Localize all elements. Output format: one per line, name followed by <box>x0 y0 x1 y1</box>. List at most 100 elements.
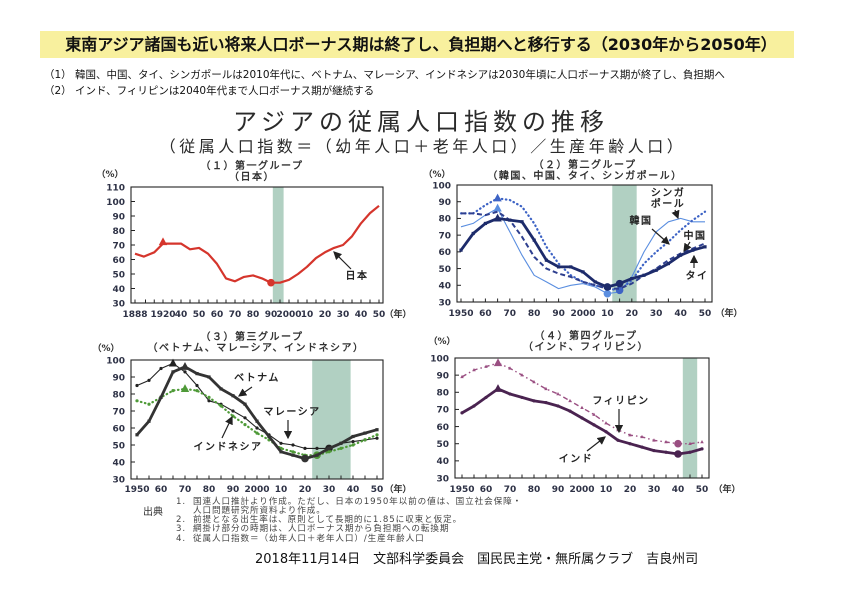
chart-title: （１）第一グループ <box>201 159 304 172</box>
y-tick-label: 80 <box>436 389 449 399</box>
series-line-thailand <box>459 216 706 289</box>
highlight-marker-indonesia <box>180 384 190 392</box>
data-point-india <box>688 450 692 454</box>
data-point-vietnam <box>375 428 379 432</box>
x-tick-label: 20 <box>319 310 332 320</box>
data-point-india <box>604 430 608 434</box>
figure-title: アジアの従属人口指数の推移 <box>232 108 610 136</box>
source-item-number: 2. <box>176 515 186 525</box>
data-point-vietnam <box>195 372 199 376</box>
y-tick-label: 90 <box>436 371 449 381</box>
data-point-malaysia <box>303 446 307 450</box>
source-item-text: 網掛け部分の時期は、人口ボーナス期から負担期への転換期 <box>193 524 450 534</box>
highlight-marker-thailand <box>493 213 502 222</box>
data-point-indonesia <box>135 399 139 403</box>
y-tick-label: 100 <box>430 354 449 364</box>
data-point-malaysia <box>375 436 379 440</box>
data-point-philippines <box>520 373 524 377</box>
source-label: 出典 <box>143 507 163 518</box>
data-point-vietnam <box>219 387 223 391</box>
data-point-thailand <box>483 221 487 226</box>
x-tick-label: 50 <box>696 485 709 495</box>
shaded-transition-period <box>312 360 351 479</box>
data-point-indonesia <box>339 446 343 450</box>
annotation-arrow-india <box>586 436 606 452</box>
x-tick-label: 90 <box>552 485 565 495</box>
series-line-japan <box>134 204 380 284</box>
series-line-philippines <box>461 362 703 445</box>
x-tick-label: 10 <box>301 310 314 320</box>
source-item-text: 国連人口推計より作成。ただし、日本の1950年以前の値は、国立社会保障・ <box>193 497 523 507</box>
x-tick-label: 80 <box>528 485 541 495</box>
x-tick-label: 1950 <box>449 485 474 495</box>
source-item-text: 従属人口指数＝（幼年人口＋老年人口）/生産年齢人口 <box>193 534 425 544</box>
data-point-india <box>664 450 668 454</box>
data-point-vietnam <box>159 395 163 399</box>
data-point-thailand <box>532 238 536 242</box>
data-point-indonesia <box>291 450 295 454</box>
data-point-india <box>652 448 656 453</box>
source-item-text: 人口問題研究所資料より作成。 <box>193 506 326 516</box>
x-tick-label: 1888 <box>122 310 147 320</box>
x-tick-label: 90 <box>552 309 565 319</box>
data-point-india <box>508 392 512 396</box>
data-point-india <box>556 404 560 408</box>
data-point-indonesia <box>255 431 259 435</box>
y-tick-label: 40 <box>438 282 451 292</box>
x-tick-label: 70 <box>504 309 517 319</box>
footer-attribution: 2018年11月14日 文部科学委員会 国民民主党・無所属クラブ 吉良州司 <box>255 552 699 567</box>
data-point-indonesia <box>219 404 223 408</box>
data-point-malaysia <box>207 399 211 403</box>
x-tick-label: 1950 <box>124 485 149 495</box>
data-point-indonesia <box>351 443 355 447</box>
y-axis-unit-label: （%） <box>96 169 123 180</box>
shaded-transition-period <box>682 358 698 478</box>
data-point-thailand <box>581 270 585 274</box>
data-point-vietnam <box>171 370 175 374</box>
data-point-thailand <box>557 265 561 269</box>
data-point-thailand <box>569 265 573 269</box>
y-tick-label: 40 <box>436 457 449 467</box>
data-point-thailand <box>471 231 475 236</box>
y-tick-label: 100 <box>106 356 125 366</box>
data-point-india <box>592 423 596 427</box>
data-point-malaysia <box>279 441 283 445</box>
x-tick-label: 60 <box>479 309 492 319</box>
series-label-singapore: シンガ <box>651 186 686 199</box>
data-point-malaysia <box>243 416 247 420</box>
x-tick-label: 90 <box>227 485 240 495</box>
x-tick-label: 70 <box>179 485 192 495</box>
data-point-thailand <box>508 218 512 222</box>
highlight-marker-philippines <box>493 358 503 367</box>
plot-frame <box>456 184 713 303</box>
y-tick-label: 60 <box>438 248 451 258</box>
highlight-marker-korea <box>493 193 502 202</box>
data-point-india <box>700 447 704 451</box>
x-tick-label: 30 <box>337 310 350 320</box>
data-point-india <box>460 411 464 415</box>
chart-subtitle: （ベトナム、マレーシア、インドネシア） <box>148 341 365 354</box>
y-tick-label: 70 <box>436 406 449 416</box>
series-line-indonesia <box>135 387 379 457</box>
figure-subtitle: （従属人口指数＝（幼年人口＋老年人口）／生産年齢人口） <box>159 137 687 156</box>
y-axis-unit-label: （%） <box>428 336 455 347</box>
data-point-philippines <box>628 433 632 437</box>
highlight-marker-india <box>493 384 503 392</box>
x-tick-label: 60 <box>155 485 168 495</box>
summary-note: （2） インド、フィリピンは2040年代まで人口ボーナス期が継続する <box>44 85 375 97</box>
data-point-malaysia <box>255 426 259 430</box>
data-point-vietnam <box>363 431 367 435</box>
chart-subtitle: （インド、フィリピン） <box>523 340 649 353</box>
x-tick-label: 2000 <box>244 485 269 495</box>
x-tick-label: 50 <box>193 310 206 320</box>
x-axis-unit-label: （年） <box>384 483 411 495</box>
x-tick-label: 2000 <box>569 485 594 495</box>
y-tick-label: 70 <box>112 407 125 417</box>
highlight-marker-thailand <box>615 279 624 288</box>
data-point-malaysia <box>135 383 139 388</box>
x-tick-label: 10 <box>275 485 288 495</box>
data-point-malaysia <box>231 409 235 413</box>
series-line-singapore <box>460 207 705 295</box>
